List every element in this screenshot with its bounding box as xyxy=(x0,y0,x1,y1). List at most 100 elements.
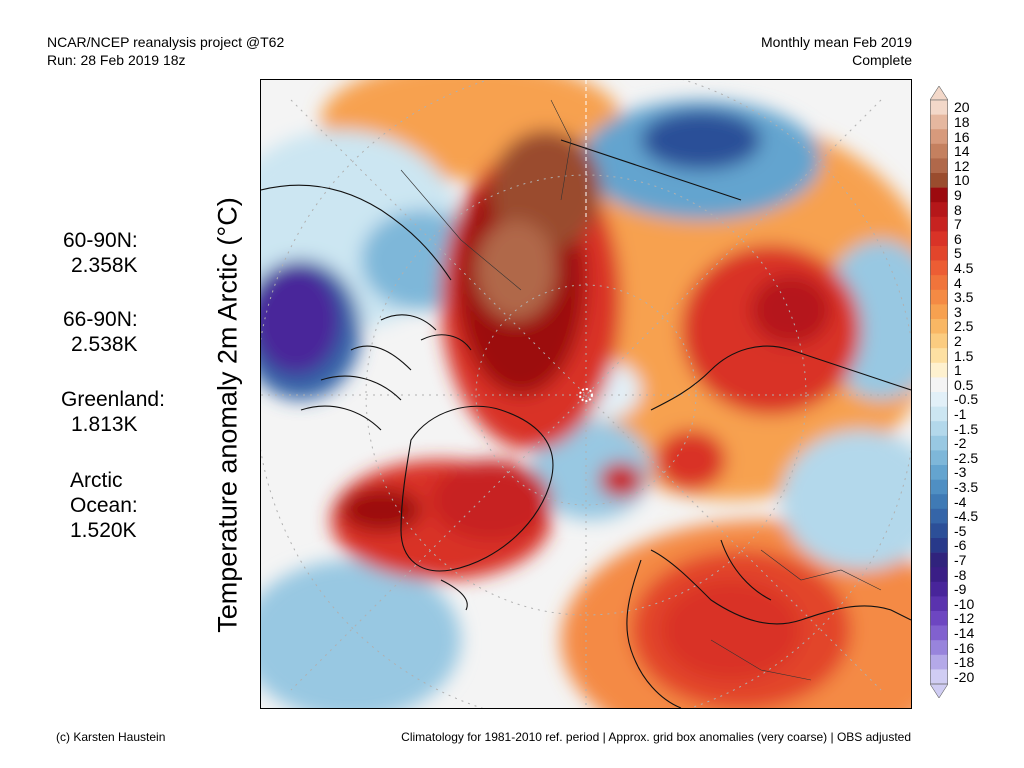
anomaly-map-field xyxy=(261,80,911,708)
colorbar-label: 5 xyxy=(954,245,962,262)
colorbar-swatch xyxy=(930,348,948,364)
colorbar-swatch xyxy=(930,465,948,480)
colorbar-swatch xyxy=(930,260,948,276)
stat-label: Greenland: xyxy=(61,388,165,411)
colorbar-swatch xyxy=(930,289,948,305)
colorbar-label: -6 xyxy=(954,537,967,554)
stat-label: Arctic xyxy=(70,469,123,492)
colorbar-swatch xyxy=(930,552,948,568)
stat-value: 1.813K xyxy=(71,413,138,436)
colorbar-label: 2.5 xyxy=(954,318,974,335)
run-time: Run: 28 Feb 2019 18z xyxy=(47,52,186,68)
colorbar-label: 16 xyxy=(954,128,970,145)
period-title: Monthly mean Feb 2019 xyxy=(761,34,912,50)
colorbar-swatch xyxy=(930,479,948,495)
colorbar-swatch xyxy=(930,187,948,203)
colorbar-label: -4 xyxy=(954,493,967,510)
colorbar-swatch xyxy=(930,581,948,597)
colorbar-swatch xyxy=(930,406,948,422)
colorbar-label: 14 xyxy=(954,143,970,160)
colorbar-label: -20 xyxy=(954,668,975,685)
colorbar-swatch xyxy=(930,362,948,378)
colorbar-bottom-arrow xyxy=(930,683,948,698)
colorbar-label: 20 xyxy=(954,99,970,116)
colorbar-swatch xyxy=(930,275,948,291)
stat-value: 1.520K xyxy=(70,519,137,542)
stat-value: 2.538K xyxy=(71,333,138,356)
stat-value: 2.358K xyxy=(71,254,138,277)
colorbar-label: 7 xyxy=(954,216,962,233)
model-title: NCAR/NCEP reanalysis project @T62 xyxy=(47,34,285,50)
colorbar-swatch xyxy=(930,435,948,451)
colorbar-label: 6 xyxy=(954,230,962,247)
colorbar-label: 1 xyxy=(954,362,962,379)
colorbar-label: 12 xyxy=(954,157,970,174)
colorbar-label: -3.5 xyxy=(954,478,979,495)
stat-label: 60-90N: xyxy=(63,229,138,252)
stat-label: Ocean: xyxy=(70,494,138,517)
stat-greenland: Greenland: 1.813K xyxy=(61,387,165,437)
colorbar-label: -12 xyxy=(954,610,975,627)
header-right: Monthly mean Feb 2019 Complete xyxy=(761,33,912,69)
colorbar-swatch xyxy=(930,319,948,334)
colorbar-swatch xyxy=(930,304,948,320)
colorbar-swatch xyxy=(930,596,948,612)
footnote: Climatology for 1981-2010 ref. period | … xyxy=(401,730,911,744)
stat-label: 66-90N: xyxy=(63,308,138,331)
axis-title: Temperature anomaly 2m Arctic (°C) xyxy=(212,197,243,633)
colorbar-label: 4.5 xyxy=(954,259,974,276)
colorbar-label: -4.5 xyxy=(954,508,979,525)
colorbar-label: 4 xyxy=(954,274,962,291)
colorbar-label: -10 xyxy=(954,595,975,612)
colorbar-swatch xyxy=(930,538,948,553)
colorbar-label: 2 xyxy=(954,332,962,349)
colorbar-label: 3.5 xyxy=(954,289,974,306)
colorbar-label: 1.5 xyxy=(954,347,974,364)
colorbar-swatch xyxy=(930,421,948,437)
colorbar-swatch xyxy=(930,129,948,145)
colorbar-swatch xyxy=(930,377,948,393)
colorbar-frame xyxy=(930,99,948,685)
colorbar-label: -7 xyxy=(954,551,967,568)
colorbar-label: -14 xyxy=(954,624,975,641)
colorbar-label: 10 xyxy=(954,172,970,189)
colorbar-label: -3 xyxy=(954,464,967,481)
completeness-status: Complete xyxy=(852,52,912,68)
colorbar-top-arrow xyxy=(930,86,948,101)
colorbar-label: 18 xyxy=(954,113,970,130)
colorbar-swatch xyxy=(930,100,948,115)
colorbar-label: -9 xyxy=(954,581,967,598)
colorbar-label: -2 xyxy=(954,435,967,452)
stat-arctic-ocean: Arctic Ocean: 1.520K xyxy=(70,468,138,543)
colorbar-swatch xyxy=(930,114,948,130)
colorbar-label: 3 xyxy=(954,303,962,320)
colorbar-swatch xyxy=(930,611,948,626)
colorbar-label: -1.5 xyxy=(954,420,979,437)
anomaly-map xyxy=(260,79,912,709)
colorbar-swatch xyxy=(930,333,948,349)
colorbar-swatch xyxy=(930,567,948,583)
colorbar-label: 8 xyxy=(954,201,962,218)
stat-60-90n: 60-90N: 2.358K xyxy=(63,228,138,278)
colorbar-swatch xyxy=(930,216,948,232)
colorbar-swatch xyxy=(930,158,948,174)
colorbar-label: -2.5 xyxy=(954,449,979,466)
header-left: NCAR/NCEP reanalysis project @T62 Run: 2… xyxy=(47,33,284,69)
colorbar-swatch xyxy=(930,494,948,510)
colorbar-swatch xyxy=(930,392,948,407)
colorbar-label: -1 xyxy=(954,405,967,422)
credit: (c) Karsten Haustein xyxy=(56,730,166,744)
colorbar-swatch xyxy=(930,202,948,218)
colorbar-label: -0.5 xyxy=(954,391,979,408)
colorbar-swatch xyxy=(930,508,948,524)
colorbar-label: -5 xyxy=(954,522,967,539)
colorbar-swatch xyxy=(930,625,948,641)
colorbar-swatch xyxy=(930,143,948,159)
colorbar-swatch xyxy=(930,246,948,261)
colorbar-label: -18 xyxy=(954,654,975,671)
colorbar-swatch xyxy=(930,523,948,539)
colorbar-swatch xyxy=(930,640,948,656)
colorbar-label: -8 xyxy=(954,566,967,583)
colorbar-label: -16 xyxy=(954,639,975,656)
colorbar-swatch xyxy=(930,450,948,466)
